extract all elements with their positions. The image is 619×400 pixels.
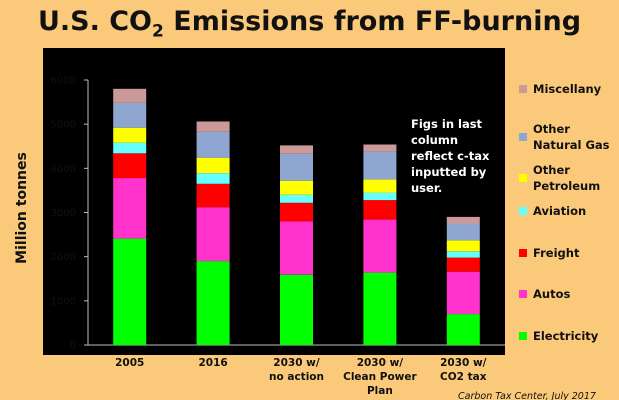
title-rest: Emissions from FF-burning [163,6,582,37]
legend-swatch [519,85,527,93]
y-tick-label: 6000 [51,76,76,87]
legend-label: Aviation [533,204,586,218]
bar-segment [446,251,480,258]
bar-segment [363,219,397,273]
bar-segment [363,272,397,345]
bar-segment [196,173,230,184]
y-tick-label: 2000 [51,252,76,263]
bar-segment [113,142,147,154]
x-tick-label: 2030 w/Clean Power Plan [343,357,417,397]
bar-segment [280,274,313,345]
legend-swatch [519,207,527,215]
title-subscript: 2 [152,21,164,42]
title-main: U.S. CO [37,6,153,37]
legend-label: Miscellany [533,82,602,96]
y-tick-label: 0 [70,341,76,352]
bar-segment [113,127,147,143]
bar-segment [280,145,313,154]
bar-segment [446,314,480,345]
x-tick-label: 2005 [115,357,144,369]
bars [113,88,480,345]
legend-label: Freight [533,246,580,260]
legend-swatch [519,249,527,257]
legend-swatch [519,290,527,298]
legend-label: Other Natural Gas [533,122,610,152]
bar-segment [280,221,313,275]
bar-segment [196,207,230,262]
legend-swatch [519,174,527,182]
legend-label: Other Petroleum [533,163,600,193]
y-tick-label: 1000 [51,296,76,307]
bar-segment [363,144,397,152]
bar-segment [446,240,480,252]
bar-segment [113,178,147,239]
bar-segment [113,88,147,103]
y-tick-label: 5000 [51,120,76,131]
chart-title: U.S. CO2 Emissions from FF-burning [0,6,619,41]
annotation-note: Figs in last column reflect c-tax inputted … [411,117,490,195]
x-tick-label: 2030 w/no action [269,357,324,383]
bar-segment [446,216,480,224]
bar-segment [280,153,313,181]
legend-swatch [519,133,527,141]
x-tick-label: 2016 [198,357,227,369]
bar-segment [196,131,230,158]
bar-segment [363,179,397,193]
x-axis-labels: 2005 2016 2030 w/no action 2030 w/Clean Pow… [115,357,487,397]
legend: Electricity Autos Freight Aviation Other Petr… [519,82,610,343]
bar-segment [196,261,230,345]
bar-segment [446,257,480,272]
bar-segment [280,202,313,222]
bar-segment [196,157,230,174]
y-axis-ticks: 0 1000 2000 3000 4000 5000 6000 [51,76,88,352]
plot-area [43,48,505,355]
y-axis-label: Million tonnes [14,152,30,264]
x-tick-label: 2030 w/CO2 tax [440,357,487,383]
y-tick-label: 4000 [51,164,76,175]
bar-segment [280,180,313,195]
bar-segment [446,223,480,241]
legend-label: Electricity [533,329,599,343]
bar-segment [363,192,397,201]
bar-segment [363,151,397,180]
legend-swatch [519,332,527,340]
legend-label: Autos [533,287,570,301]
bar-segment [280,194,313,203]
bar-segment [196,183,230,208]
bar-segment [113,103,147,128]
bar-segment [113,153,147,178]
source-credit: Carbon Tax Center, July 2017 [458,391,596,400]
bar-segment [446,271,480,315]
y-tick-label: 3000 [51,208,76,219]
bar-segment [196,121,230,132]
bar-segment [363,200,397,220]
bar-segment [113,238,147,345]
